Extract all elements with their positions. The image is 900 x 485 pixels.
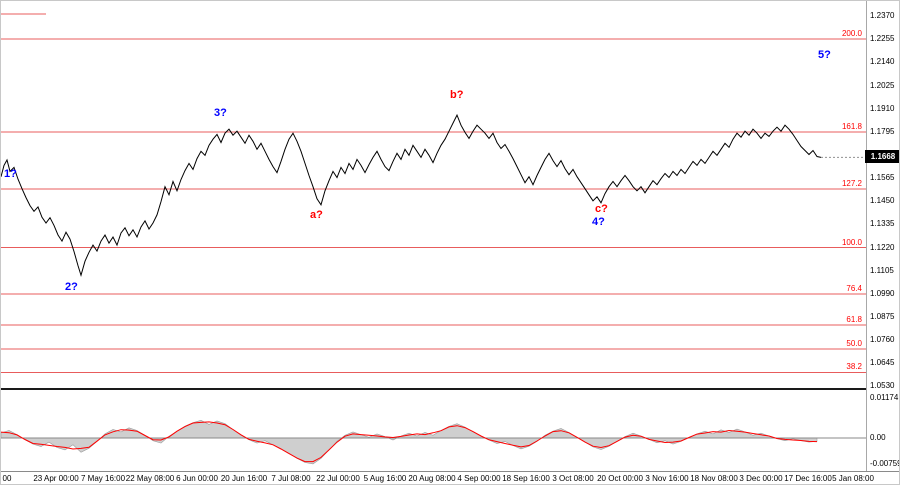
time-axis-tick: 18 Nov 08:00 <box>690 474 738 483</box>
fib-level-label[interactable]: 50.0 <box>846 339 862 349</box>
wave-label-a[interactable]: a? <box>310 209 323 221</box>
time-axis-tick: 3 Oct 08:00 <box>552 474 594 483</box>
price-axis-tick: 1.2140 <box>870 57 895 67</box>
indicator-pane[interactable] <box>1 390 866 471</box>
price-axis-tick: 1.0990 <box>870 288 895 298</box>
time-axis-tick: 20 Aug 08:00 <box>408 474 456 483</box>
time-axis-tick: 17 Dec 16:00 <box>784 474 832 483</box>
price-axis-tick: 1.2370 <box>870 11 895 21</box>
fib-level-label[interactable]: 161.8 <box>841 121 862 131</box>
price-axis-tick: 1.1335 <box>870 219 895 229</box>
current-price-label: 1.1668 <box>865 150 899 164</box>
time-axis-tick: 7 May 16:00 <box>80 474 126 483</box>
price-axis[interactable]: 1.2370 1.2255 1.2140 1.2025 1.1910 1.1795 1.15… <box>866 1 900 471</box>
time-axis-tick: 18 Sep 16:00 <box>502 474 550 483</box>
indicator-axis-tick: 0.01174 <box>870 393 899 402</box>
fib-level-label[interactable]: 38.2 <box>846 362 862 372</box>
time-axis-tick: 3 Nov 16:00 <box>645 474 689 483</box>
price-axis-tick: 1.2025 <box>870 80 895 90</box>
wave-label-1[interactable]: 1? <box>4 168 17 180</box>
time-axis-tick: 5 Aug 16:00 <box>363 474 407 483</box>
price-axis-tick: 1.1450 <box>870 196 895 206</box>
time-axis-tick: 4 Sep 00:00 <box>457 474 501 483</box>
wave-label-5[interactable]: 5? <box>818 49 831 61</box>
price-axis-tick: 1.1220 <box>870 242 895 252</box>
wave-label-b[interactable]: b? <box>450 89 464 101</box>
fib-level-label[interactable]: 76.4 <box>846 283 862 293</box>
time-axis-tick: 5 Jan 08:00 <box>832 474 874 483</box>
price-axis-tick: 1.1565 <box>870 173 895 183</box>
wave-label-2[interactable]: 2? <box>65 281 78 293</box>
price-chart-pane[interactable]: 200.0 161.8 127.2 100.0 76.4 61.8 50.0 38.2 1? 2?… <box>1 1 866 394</box>
time-axis-tick: 00 <box>2 474 12 483</box>
price-axis-tick: 1.1910 <box>870 103 895 113</box>
indicator-axis-tick: 0.00 <box>870 433 886 442</box>
time-axis-tick: 22 May 08:00 <box>125 474 175 483</box>
price-axis-tick: 1.0760 <box>870 335 895 345</box>
fib-level-label[interactable]: 100.0 <box>841 237 862 247</box>
time-axis-tick: 20 Oct 00:00 <box>597 474 643 483</box>
price-axis-tick: 1.0645 <box>870 358 895 368</box>
wave-label-c[interactable]: c? <box>595 203 608 215</box>
time-axis[interactable]: 00 23 Apr 00:00 7 May 16:00 22 May 08:00 6 J… <box>1 471 899 484</box>
time-axis-tick: 6 Jun 00:00 <box>176 474 218 483</box>
time-axis-tick: 3 Dec 00:00 <box>739 474 783 483</box>
pane-separator[interactable] <box>1 388 866 390</box>
wave-label-4[interactable]: 4? <box>592 216 605 228</box>
time-axis-tick: 7 Jul 08:00 <box>271 474 311 483</box>
time-axis-tick: 22 Jul 00:00 <box>316 474 360 483</box>
wave-label-3[interactable]: 3? <box>214 107 227 119</box>
price-axis-tick: 1.2255 <box>870 34 895 44</box>
indicator-plot-svg <box>1 419 866 465</box>
time-axis-tick: 23 Apr 00:00 <box>33 474 79 483</box>
fib-level-label[interactable]: 127.2 <box>841 179 862 189</box>
fib-level-label[interactable]: 200.0 <box>841 29 862 39</box>
fib-level-label[interactable]: 61.8 <box>846 315 862 325</box>
price-plot-svg <box>1 13 866 373</box>
price-axis-tick: 1.1105 <box>870 265 894 275</box>
price-axis-tick: 1.0875 <box>870 311 895 321</box>
time-axis-tick: 20 Jun 16:00 <box>220 474 268 483</box>
indicator-axis-tick: -0.00759 <box>870 459 900 468</box>
price-axis-tick: 1.0530 <box>870 381 895 391</box>
price-axis-tick: 1.1795 <box>870 126 895 136</box>
